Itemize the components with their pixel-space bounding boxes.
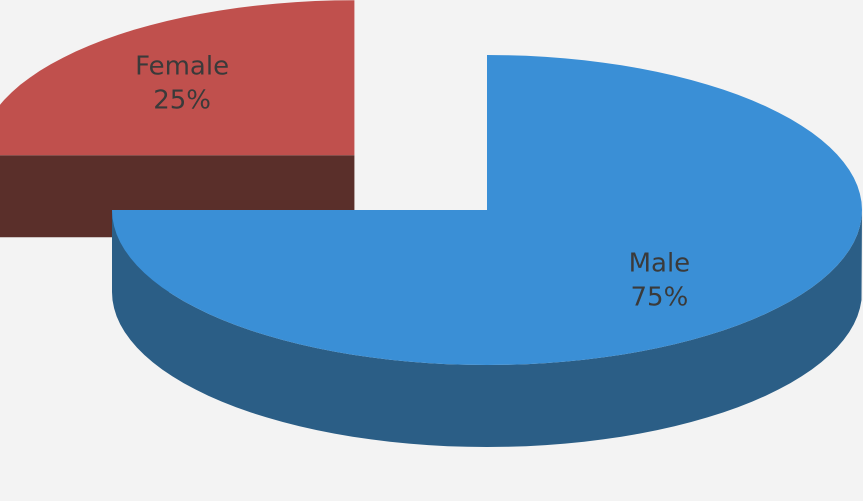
slice-category: Female: [135, 52, 229, 82]
slice-value-label: 25%: [153, 86, 211, 116]
slice-wall: [112, 210, 862, 447]
slice-category: Male: [629, 249, 691, 279]
slice: [112, 55, 862, 365]
slice-value-label: 75%: [631, 283, 689, 313]
slice: [0, 0, 355, 156]
